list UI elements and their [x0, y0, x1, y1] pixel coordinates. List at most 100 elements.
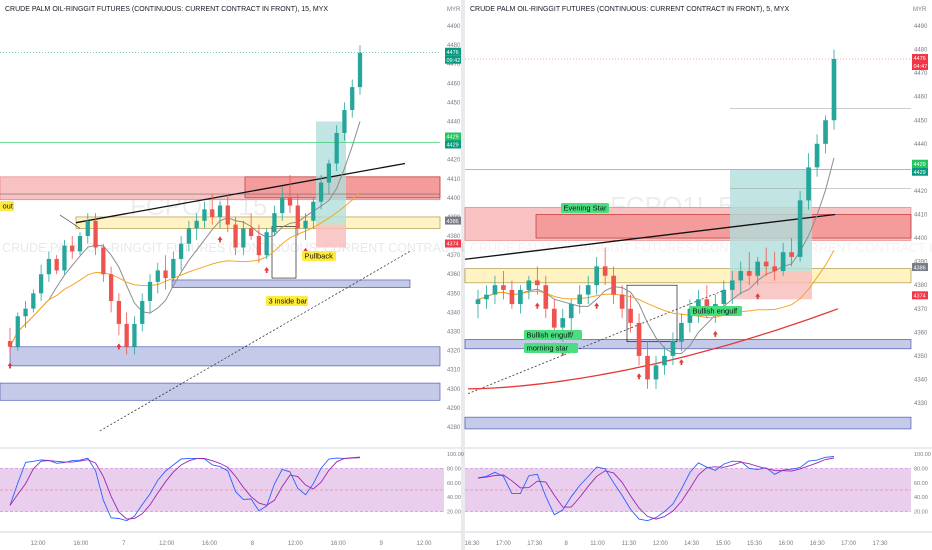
candle-body[interactable] [653, 365, 659, 380]
candle-body[interactable] [662, 355, 667, 366]
candle-body[interactable] [342, 110, 347, 133]
resistance-trendline[interactable] [464, 213, 836, 260]
candle-body[interactable] [568, 304, 574, 319]
left-price-axis[interactable]: 4490448044704460445044404430442044104400… [447, 24, 461, 431]
candle-body[interactable] [23, 308, 28, 317]
candle-body[interactable] [501, 285, 506, 290]
candle-body[interactable] [155, 270, 160, 282]
candle-body[interactable] [140, 300, 145, 324]
candle-body[interactable] [46, 258, 52, 275]
candle-body[interactable] [594, 266, 599, 286]
candle-body[interactable] [334, 132, 339, 164]
right-stochastic-pane[interactable]: 100.00 80.00 60.00 40.00 20.00 [465, 452, 931, 522]
candle-body[interactable] [492, 285, 498, 295]
candle-body[interactable] [326, 163, 332, 183]
candle-body[interactable] [543, 285, 549, 309]
candle-body[interactable] [772, 266, 777, 272]
candle-body[interactable] [31, 293, 36, 309]
fast-moving-average[interactable] [9, 121, 361, 348]
candle-body[interactable] [116, 300, 122, 324]
annotation-label[interactable]: out [0, 201, 14, 211]
candle-body[interactable] [272, 213, 277, 233]
candle-body[interactable] [186, 228, 192, 244]
candle-body[interactable] [108, 274, 114, 301]
long-moving-average[interactable] [467, 308, 839, 390]
candle-body[interactable] [318, 182, 324, 202]
candle-body[interactable] [163, 270, 168, 279]
support-zone[interactable] [464, 339, 912, 350]
candle-body[interactable] [132, 323, 137, 347]
candle-body[interactable] [780, 252, 786, 272]
stop-zone[interactable] [316, 224, 346, 248]
candle-body[interactable] [264, 232, 269, 256]
candle-body[interactable] [295, 205, 300, 229]
annotation-label[interactable]: morning star [524, 343, 578, 353]
support-zone-lower[interactable] [0, 382, 441, 401]
candle-body[interactable] [303, 220, 308, 229]
annotation-label[interactable]: 3 inside bar [266, 296, 308, 306]
right-price-axis[interactable]: 4490448044704460445044404430442044104400… [914, 24, 928, 407]
candle-body[interactable] [248, 228, 254, 237]
candle-body[interactable] [755, 261, 761, 276]
support-zone[interactable] [9, 346, 441, 367]
stochastic-d-line[interactable] [9, 457, 361, 520]
candle-body[interactable] [721, 289, 727, 305]
resistance-zone-inner[interactable] [535, 214, 912, 239]
candle-body[interactable] [202, 209, 207, 221]
candle-body[interactable] [619, 294, 625, 309]
candle-body[interactable] [357, 52, 363, 88]
candle-body[interactable] [814, 143, 820, 168]
candle-body[interactable] [280, 197, 285, 214]
annotation-label[interactable]: Bullish engulf/ [524, 330, 582, 340]
support-zone-lower[interactable] [464, 416, 912, 430]
candle-body[interactable] [806, 167, 811, 201]
candle-body[interactable] [85, 220, 90, 237]
candle-body[interactable] [526, 280, 532, 290]
annotation-label[interactable]: Pullback [302, 251, 336, 261]
candle-body[interactable] [77, 236, 83, 252]
candle-body[interactable] [670, 341, 676, 356]
candle-body[interactable] [679, 322, 684, 342]
candle-body[interactable] [797, 200, 803, 257]
candle-body[interactable] [194, 220, 199, 229]
candle-body[interactable] [484, 294, 489, 300]
annotation-label[interactable]: Evening Star [561, 203, 609, 213]
candle-body[interactable] [687, 308, 693, 323]
candle-body[interactable] [518, 289, 523, 305]
candle-body[interactable] [645, 355, 650, 380]
stochastic-d-line[interactable] [477, 457, 835, 520]
candle-body[interactable] [124, 323, 129, 347]
candle-body[interactable] [763, 261, 769, 267]
pullback-zone[interactable] [75, 216, 441, 229]
candle-body[interactable] [62, 245, 67, 271]
candle-body[interactable] [535, 280, 540, 286]
candle-body[interactable] [171, 258, 176, 279]
candle-body[interactable] [551, 308, 557, 328]
candle-body[interactable] [823, 120, 828, 144]
candle-body[interactable] [602, 266, 608, 276]
candle-body[interactable] [746, 271, 752, 276]
candle-body[interactable] [287, 197, 293, 206]
candle-body[interactable] [789, 252, 794, 257]
candle-body[interactable] [93, 220, 98, 248]
left-stochastic-pane[interactable]: 100.00 80.00 60.00 40.00 20.00 [0, 452, 464, 522]
candle-body[interactable] [233, 224, 238, 248]
annotation-label[interactable]: Bullish engulf [690, 306, 742, 316]
candle-body[interactable] [350, 87, 355, 111]
candle-body[interactable] [585, 285, 591, 295]
candle-body[interactable] [147, 281, 153, 301]
candle-body[interactable] [729, 280, 735, 290]
candle-body[interactable] [611, 275, 616, 295]
candle-body[interactable] [738, 271, 744, 281]
candle-body[interactable] [241, 228, 246, 248]
candle-body[interactable] [560, 318, 566, 328]
candle-body[interactable] [210, 209, 215, 217]
candle-body[interactable] [628, 308, 633, 323]
candle-body[interactable] [70, 245, 75, 252]
candle-body[interactable] [54, 258, 59, 271]
stop-zone[interactable] [730, 271, 812, 300]
candle-body[interactable] [15, 316, 20, 347]
stochastic-k-line[interactable] [9, 456, 361, 522]
candle-body[interactable] [509, 289, 515, 305]
candle-body[interactable] [178, 243, 184, 259]
